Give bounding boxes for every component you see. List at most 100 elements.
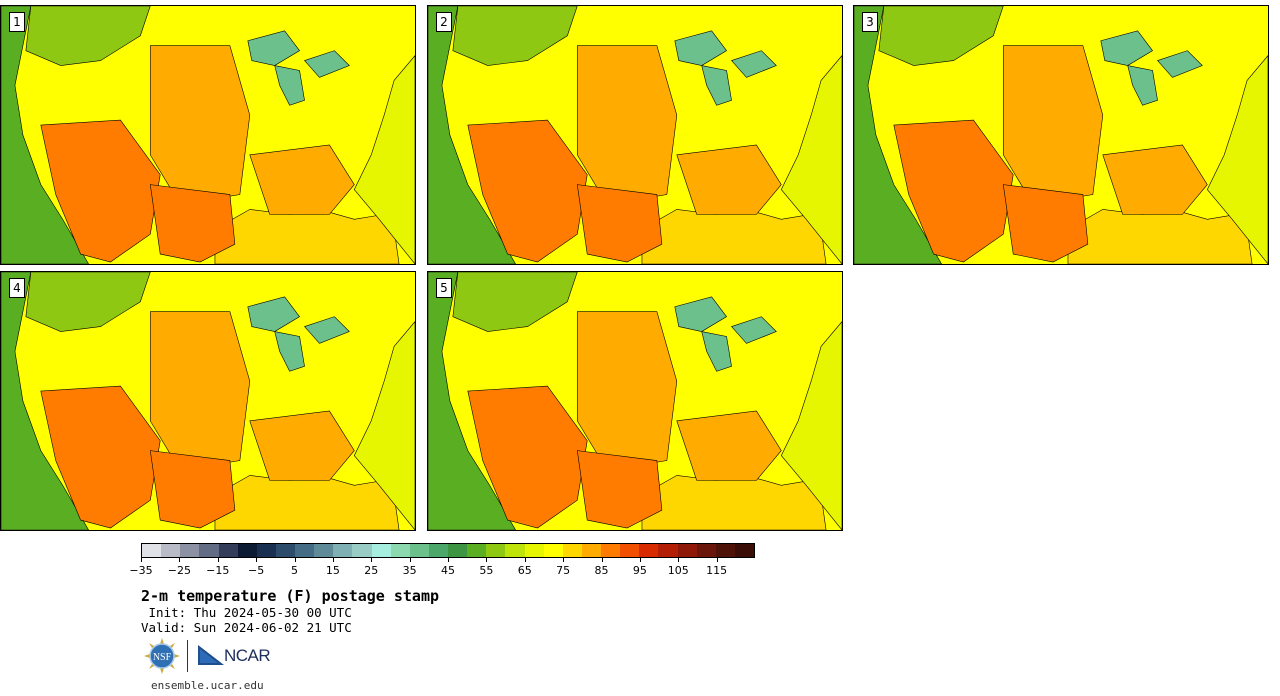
gulf-of-mexico <box>641 209 827 264</box>
colorbar-swatch <box>696 544 716 557</box>
colorbar-swatch <box>715 544 735 557</box>
colorbar-tick-label: 95 <box>632 564 647 577</box>
colorbar-swatch <box>237 544 257 557</box>
pacific-ocean <box>428 272 516 530</box>
colorbar-tick-label: −35 <box>129 564 153 577</box>
colorbar-tick-label: 15 <box>325 564 340 577</box>
colorbar-tick-label: 45 <box>441 564 455 577</box>
colorbar-swatch <box>448 544 468 557</box>
hot-texas <box>576 184 663 263</box>
atlantic-ocean <box>353 55 415 264</box>
colorbar-swatch <box>180 544 200 557</box>
gulf-of-mexico <box>214 475 400 530</box>
ncar-wordmark: NCAR <box>224 646 271 665</box>
colorbar-swatch <box>428 544 448 557</box>
temperature-map <box>854 6 1268 264</box>
colorbar-swatch <box>562 544 582 557</box>
great-lakes <box>1100 30 1203 106</box>
warm-southeast <box>676 144 782 215</box>
colorbar-tick <box>179 558 181 562</box>
colorbar-swatch <box>505 544 525 557</box>
colorbar-swatch <box>543 544 563 557</box>
hot-texas <box>576 450 663 529</box>
temperature-map <box>1 272 415 530</box>
colorbar-tick-label: 25 <box>364 564 379 577</box>
forecast-panel-4: 4 <box>0 271 416 531</box>
cool-northwest <box>878 6 1004 66</box>
gulf-of-mexico <box>1067 209 1253 264</box>
panel-number: 1 <box>9 12 25 32</box>
colorbar-swatch <box>295 544 315 557</box>
colorbar-tick <box>639 558 641 562</box>
colorbar-swatch <box>620 544 640 557</box>
colorbar-tick <box>524 558 526 562</box>
logos: NSF NCAR <box>144 638 284 676</box>
colorbar-swatch <box>352 544 372 557</box>
temperature-map <box>428 272 842 530</box>
panel-number: 3 <box>862 12 878 32</box>
colorbar-ticks: −35 −25 −15 −5 5 15 25 35 45 55 65 75 85 95 105 115 <box>129 558 755 578</box>
colorbar-tick <box>448 558 449 562</box>
colorbar-tick <box>371 558 373 562</box>
panel-number: 4 <box>9 278 25 298</box>
colorbar-swatch <box>199 544 219 557</box>
warm-plains <box>576 45 678 205</box>
pacific-ocean <box>428 6 516 264</box>
colorbar-swatch <box>371 544 391 557</box>
forecast-panel-5: 5 <box>427 271 843 531</box>
colorbar-tick <box>332 558 334 562</box>
forecast-panel-3: 3 <box>853 5 1269 265</box>
init-time: Init: Thu 2024-05-30 00 UTC <box>141 605 352 620</box>
atlantic-ocean <box>1206 55 1268 264</box>
atlantic-ocean <box>780 55 842 264</box>
warm-southeast <box>1102 144 1208 215</box>
colorbar-tick <box>563 558 565 562</box>
warm-southeast <box>249 410 355 481</box>
svg-text:NSF: NSF <box>153 652 172 663</box>
colorbar-tick-label: 105 <box>667 564 689 577</box>
colorbar-tick <box>217 558 219 562</box>
cool-northwest <box>25 272 151 332</box>
pacific-ocean <box>1 6 89 264</box>
hot-southwest <box>40 119 161 263</box>
panel-number: 2 <box>436 12 452 32</box>
colorbar-tick-label: 85 <box>594 564 609 577</box>
pacific-ocean <box>854 6 942 264</box>
great-lakes <box>674 30 777 106</box>
warm-plains <box>576 311 678 471</box>
colorbar-swatch <box>333 544 353 557</box>
temperature-map <box>1 6 415 264</box>
warm-plains <box>1002 45 1104 205</box>
colorbar-swatch <box>658 544 678 557</box>
colorbar-tick-label: 35 <box>402 564 417 577</box>
colorbar-tick <box>256 558 258 562</box>
pacific-ocean <box>1 272 89 530</box>
colorbar-swatch <box>256 544 276 557</box>
hot-southwest <box>893 119 1014 263</box>
warm-southeast <box>676 410 782 481</box>
great-lakes <box>674 296 777 372</box>
colorbar-swatch <box>275 544 295 557</box>
colorbar-swatch <box>601 544 621 557</box>
great-lakes <box>247 296 350 372</box>
hot-texas <box>1002 184 1089 263</box>
temperature-colorbar <box>141 543 755 558</box>
colorbar-tick-label: 115 <box>706 564 728 577</box>
colorbar-swatch <box>467 544 487 557</box>
gulf-of-mexico <box>214 209 400 264</box>
colorbar-swatch <box>409 544 429 557</box>
warm-plains <box>149 45 251 205</box>
colorbar-tick <box>601 558 603 562</box>
panel-number: 5 <box>436 278 452 298</box>
hot-texas <box>149 184 236 263</box>
colorbar-tick-label: 55 <box>479 564 494 577</box>
colorbar-tick-label: 5 <box>291 564 298 577</box>
colorbar-swatch <box>314 544 334 557</box>
gulf-of-mexico <box>641 475 827 530</box>
colorbar-tick <box>409 558 411 562</box>
hot-southwest <box>467 385 588 529</box>
colorbar-swatch <box>639 544 659 557</box>
ncar-logo-icon <box>198 645 224 665</box>
colorbar-tick <box>141 558 142 562</box>
colorbar-swatch <box>486 544 506 557</box>
